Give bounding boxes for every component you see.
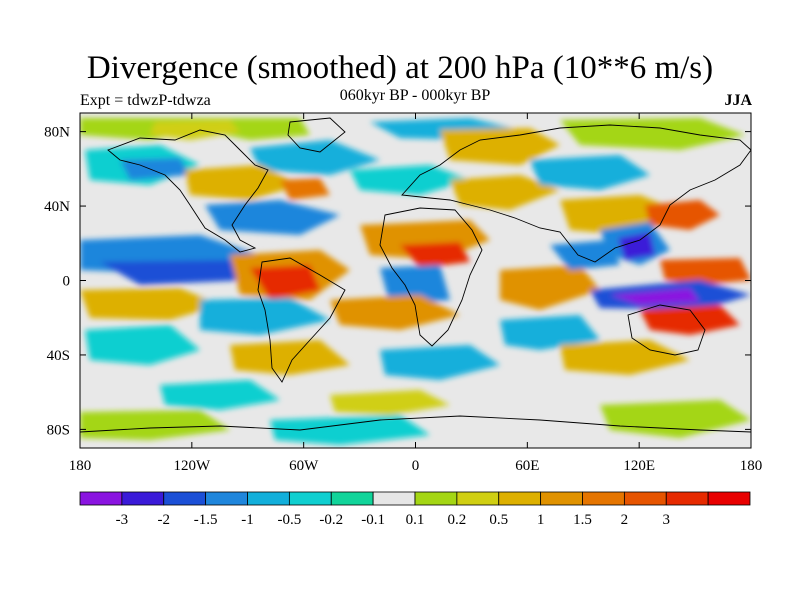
coastline-africa: [379, 207, 483, 347]
colorbar-swatch: [121, 491, 165, 506]
colorbar-swatch: [540, 491, 583, 506]
field-patch: [200, 298, 330, 335]
colorbar-label: -0.5: [278, 512, 302, 528]
latitude-axis: 80N 40N 0 40S 80S: [44, 125, 751, 438]
field-patch: [230, 340, 350, 375]
colorbar-label: -0.2: [319, 512, 343, 528]
colorbar-swatch: [372, 491, 416, 506]
colorbar-label: 0.2: [448, 512, 467, 528]
field-patch: [618, 232, 655, 260]
lon-tick-label: 120E: [623, 458, 655, 474]
colorbar-label: -1.5: [194, 512, 218, 528]
field-patch: [350, 165, 470, 195]
lat-tick-label: 80S: [47, 422, 70, 438]
field-patch: [450, 175, 560, 210]
field-patch: [560, 340, 690, 375]
colorbar-swatch: [205, 491, 248, 506]
field-patch: [330, 390, 450, 415]
colorbar-label: 3: [663, 512, 671, 528]
field-patch: [250, 265, 320, 300]
field-patch: [250, 140, 380, 175]
lon-tick-label: 180: [740, 458, 763, 474]
field-patch: [160, 380, 280, 410]
field-patch: [440, 128, 560, 165]
colorbar-swatch: [582, 491, 625, 506]
colorbar-label: -1: [241, 512, 254, 528]
lon-tick-label: 120W: [173, 458, 211, 474]
colorbar-swatch: [707, 491, 751, 506]
field-patch: [85, 325, 200, 365]
coastline-antarctica: [80, 415, 751, 433]
field-patch: [120, 158, 190, 180]
field-patch: [530, 155, 650, 190]
field-patch: [80, 410, 230, 440]
colorbar-swatch: [665, 491, 709, 506]
colorbar-label: -3: [116, 512, 129, 528]
period-label: 060kyr BP - 000kyr BP: [339, 87, 491, 104]
coastline-south-america: [257, 257, 346, 383]
lat-tick-label: 40S: [47, 348, 70, 364]
colorbar-swatch: [498, 491, 542, 506]
colorbar-label: 1.5: [573, 512, 592, 528]
divergence-field: [80, 117, 751, 445]
field-patch: [280, 178, 330, 200]
coastlines: [80, 117, 751, 433]
field-patch: [640, 305, 740, 335]
coastline-north-america: [107, 129, 269, 253]
colorbar-swatch: [79, 491, 123, 506]
field-patch: [380, 345, 500, 380]
colorbar-label: 2: [621, 512, 629, 528]
colorbar-swatch: [330, 491, 374, 506]
field-patch: [100, 260, 250, 285]
longitude-axis: 180 120W 60W 0 60E 120E 180: [69, 113, 763, 474]
field-patch: [185, 165, 300, 200]
experiment-label: Expt = tdwzP-tdwza: [80, 92, 211, 109]
chart-title: Divergence (smoothed) at 200 hPa (10**6 …: [86, 50, 714, 86]
season-label: JJA: [724, 92, 752, 109]
coastline-greenland: [287, 117, 346, 153]
lat-tick-label: 40N: [44, 199, 70, 215]
lat-tick-label: 0: [63, 274, 71, 290]
colorbar-swatch: [288, 491, 332, 506]
colorbar-label: -2: [158, 512, 171, 528]
field-patch: [270, 415, 430, 445]
field-patch: [400, 242, 470, 268]
field-patch: [610, 288, 700, 305]
colorbar-label: 0.5: [489, 512, 508, 528]
colorbar-swatch: [163, 491, 207, 506]
colorbar-label: 0.1: [406, 512, 425, 528]
field-patch: [330, 295, 460, 330]
colorbar-swatch: [414, 491, 458, 506]
field-patch: [645, 200, 720, 230]
field-patch: [550, 240, 620, 270]
colorbar-swatch: [247, 491, 290, 506]
field-patch: [660, 258, 751, 285]
lon-tick-label: 60W: [289, 458, 319, 474]
colorbar-label: 1: [537, 512, 545, 528]
colorbar-swatch: [456, 491, 500, 506]
coastline-australia: [627, 304, 706, 356]
lon-tick-label: 60E: [515, 458, 539, 474]
colorbar: -3 -2 -1.5 -1 -0.5 -0.2 -0.1 0.1 0.2 0.5 1 1.5 2 3: [79, 491, 751, 528]
field-patch: [560, 118, 745, 150]
lon-tick-label: 180: [69, 458, 92, 474]
colorbar-label: -0.1: [361, 512, 385, 528]
lon-tick-label: 0: [412, 458, 420, 474]
coastline-eurasia: [401, 124, 751, 263]
field-patch: [150, 120, 240, 140]
field-patch: [500, 265, 600, 310]
lat-tick-label: 80N: [44, 125, 70, 141]
field-patch: [80, 288, 220, 320]
field-patch: [600, 400, 751, 438]
field-patch: [205, 200, 340, 235]
colorbar-swatch: [623, 491, 667, 506]
field-patch: [500, 315, 600, 350]
